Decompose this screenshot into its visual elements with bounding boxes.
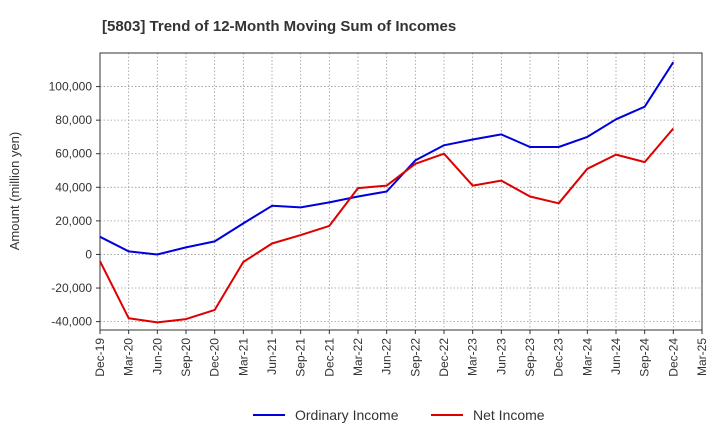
x-tick-label: Dec-19 — [93, 338, 107, 377]
x-tick-label: Sep-22 — [408, 338, 422, 377]
x-tick-label: Sep-20 — [179, 338, 193, 377]
x-tick-label: Mar-20 — [122, 338, 136, 376]
plot-area: -40,000 -20,000 0 20,000 40,000 60,000 80,000 1… — [49, 52, 709, 377]
legend: Ordinary Income Net Income — [253, 407, 545, 423]
x-tick-label: Jun-20 — [150, 338, 164, 375]
x-tick-label: Jun-21 — [265, 338, 279, 375]
y-tick-label: 20,000 — [55, 214, 92, 228]
x-tick-label: Sep-21 — [294, 338, 308, 377]
x-tick-label: Jun-22 — [380, 338, 394, 375]
y-tick-label: 100,000 — [49, 80, 93, 94]
y-tick-label: 0 — [85, 247, 92, 261]
x-tick-label: Mar-24 — [580, 338, 594, 376]
x-tick-label: Sep-23 — [523, 338, 537, 377]
series-line-net-income — [99, 127, 675, 324]
x-tick-label: Dec-20 — [208, 338, 222, 377]
x-tick-label: Mar-21 — [236, 338, 250, 376]
x-tick-label: Dec-24 — [666, 338, 680, 377]
x-tick-label: Mar-25 — [695, 338, 709, 376]
legend-label-net-income: Net Income — [473, 407, 545, 423]
y-tick-label: 80,000 — [55, 113, 92, 127]
x-tick-label: Jun-24 — [609, 338, 623, 375]
chart-title: [5803] Trend of 12-Month Moving Sum of I… — [102, 18, 456, 35]
y-tick-label: 60,000 — [55, 147, 92, 161]
x-tick-label: Mar-22 — [351, 338, 365, 376]
x-tick-label: Dec-23 — [552, 338, 566, 377]
x-tick-label: Dec-21 — [322, 338, 336, 377]
x-tick-label: Sep-24 — [638, 338, 652, 377]
x-tick-label: Dec-22 — [437, 338, 451, 377]
x-tick-label: Jun-23 — [494, 338, 508, 375]
y-axis-label: Amount (million yen) — [7, 132, 22, 251]
y-tick-label: -20,000 — [51, 281, 92, 295]
plot-frame — [99, 52, 703, 331]
y-tick-label: 40,000 — [55, 180, 92, 194]
y-tick-label: -40,000 — [51, 315, 92, 329]
x-tick-label: Mar-23 — [466, 338, 480, 376]
series-line-ordinary-income — [99, 61, 675, 256]
legend-label-ordinary-income: Ordinary Income — [295, 407, 399, 423]
